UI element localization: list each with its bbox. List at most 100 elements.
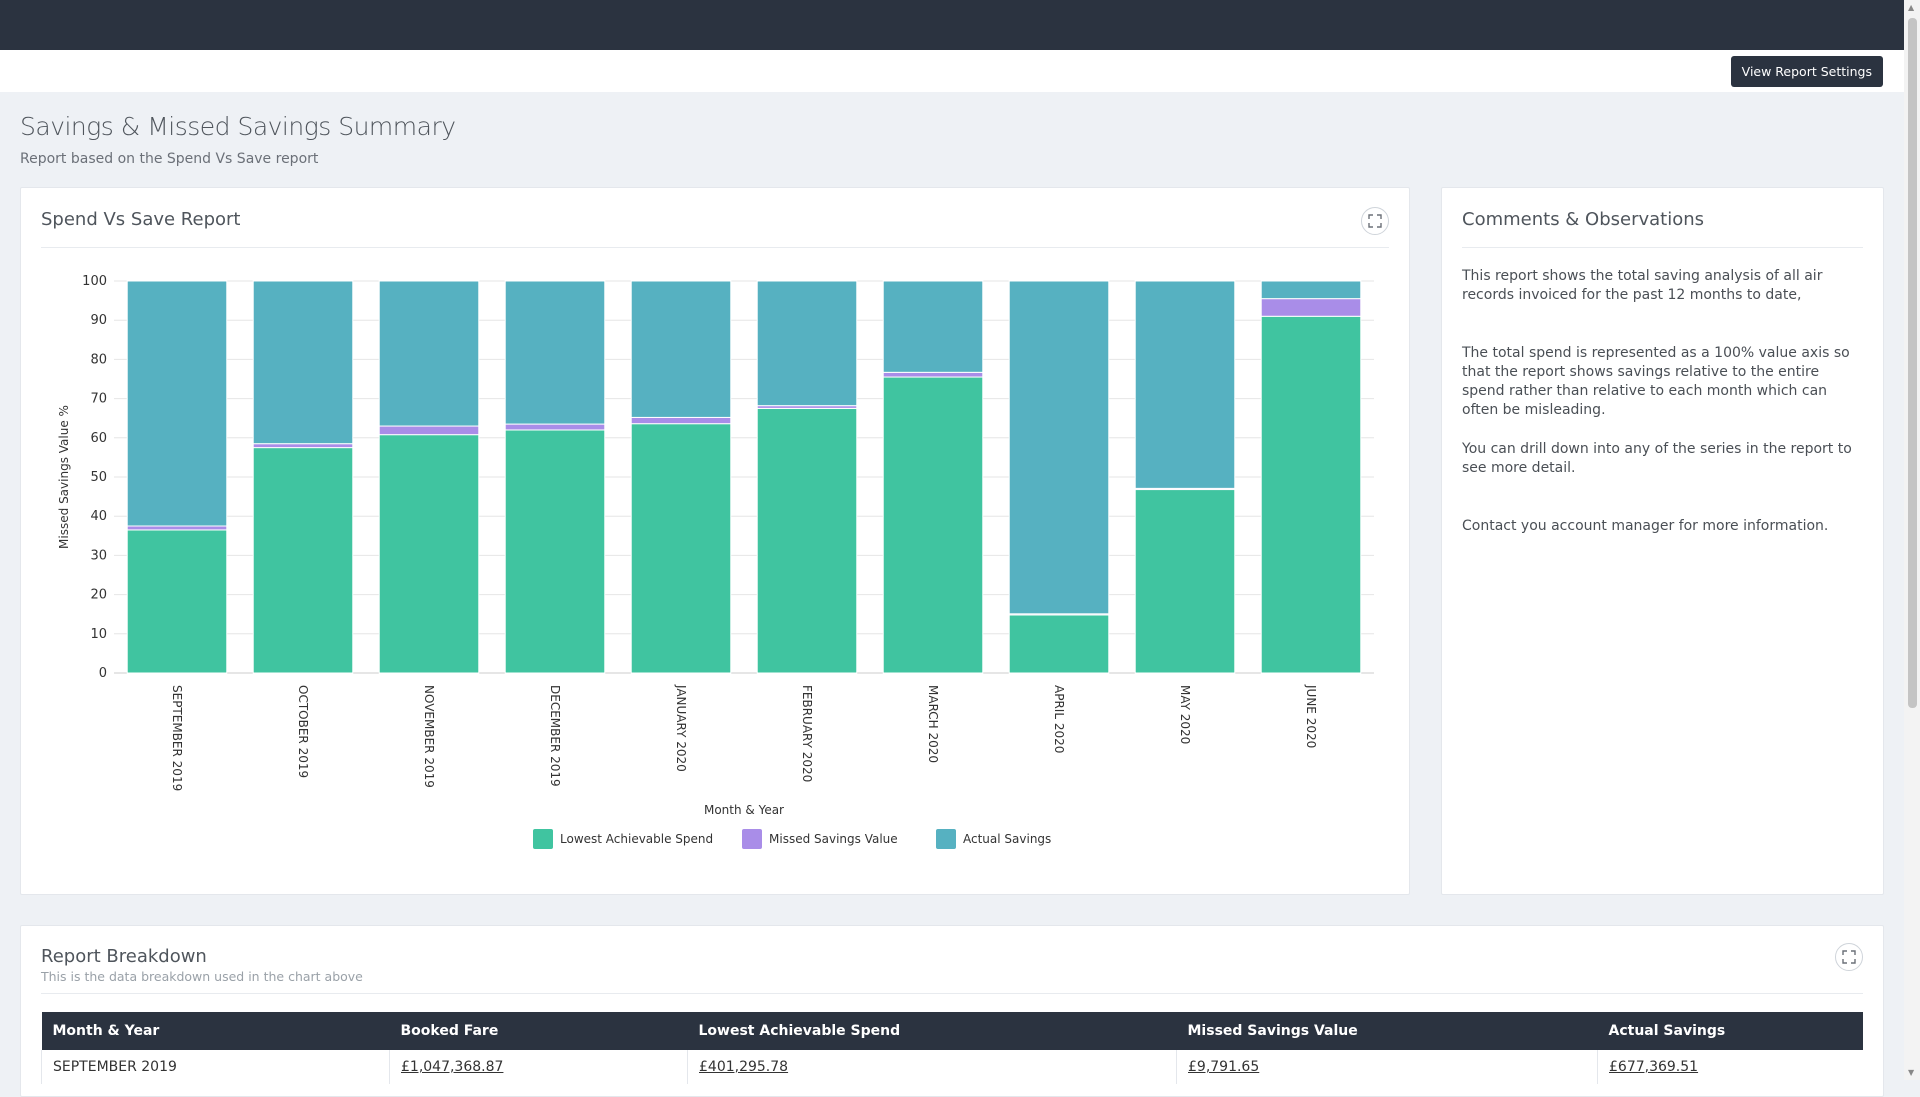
page-scrollbar[interactable]: ▲ ▼ <box>1904 0 1920 1080</box>
table-cell: £1,047,368.87 <box>389 1050 688 1084</box>
y-axis-title: Missed Savings Value % <box>57 405 71 549</box>
column-header[interactable]: Actual Savings <box>1597 1012 1863 1050</box>
expand-icon <box>1368 214 1382 228</box>
y-tick-label: 20 <box>90 588 107 603</box>
legend-swatch[interactable] <box>533 829 553 849</box>
comments-card: Comments & Observations This report show… <box>1441 187 1884 895</box>
bar-segment[interactable] <box>126 525 228 531</box>
bar-segment[interactable] <box>1260 280 1362 300</box>
report-toolbar <box>0 50 1904 92</box>
bar-segment[interactable] <box>504 429 606 674</box>
y-tick-label: 50 <box>90 470 107 485</box>
table-header-row: Month & Year Booked Fare Lowest Achievab… <box>41 1012 1863 1050</box>
table-cell: £9,791.65 <box>1176 1050 1598 1084</box>
table-cell: SEPTEMBER 2019 <box>41 1050 390 1084</box>
table-row: SEPTEMBER 2019 £1,047,368.87 £401,295.78… <box>41 1050 1863 1084</box>
page-subtitle: Report based on the Spend Vs Save report <box>20 151 319 167</box>
bar-segment[interactable] <box>630 280 732 418</box>
chart-card-divider <box>41 247 1389 248</box>
breakdown-divider <box>41 993 1863 994</box>
bar-segment[interactable] <box>504 280 606 425</box>
report-breakdown-card: Report Breakdown This is the data breakd… <box>20 925 1884 1097</box>
y-tick-label: 10 <box>90 627 107 642</box>
y-tick-label: 90 <box>90 313 107 328</box>
x-category-label: FEBRUARY 2020 <box>800 685 814 782</box>
x-category-label: NOVEMBER 2019 <box>422 685 436 788</box>
column-header[interactable]: Missed Savings Value <box>1176 1012 1598 1050</box>
table-cell: £677,369.51 <box>1597 1050 1863 1084</box>
x-category-label: JUNE 2020 <box>1304 684 1318 748</box>
x-category-label: MARCH 2020 <box>926 685 940 763</box>
bar-segment[interactable] <box>378 425 480 436</box>
top-navbar <box>0 0 1920 50</box>
breakdown-table: Month & Year Booked Fare Lowest Achievab… <box>41 1012 1863 1084</box>
bar-segment[interactable] <box>630 423 732 674</box>
x-category-label: JANUARY 2020 <box>674 684 688 772</box>
y-tick-label: 70 <box>90 392 107 407</box>
x-category-label: MAY 2020 <box>1178 685 1192 744</box>
x-category-label: SEPTEMBER 2019 <box>170 685 184 791</box>
y-tick-label: 60 <box>90 431 107 446</box>
comment-paragraph: You can drill down into any of the serie… <box>1462 441 1852 476</box>
legend-swatch[interactable] <box>742 829 762 849</box>
bar-segment[interactable] <box>882 371 984 378</box>
x-axis-title: Month & Year <box>704 803 784 817</box>
comment-paragraph: Contact you account manager for more inf… <box>1462 518 1829 534</box>
column-header[interactable]: Booked Fare <box>389 1012 688 1050</box>
breakdown-subtitle: This is the data breakdown used in the c… <box>41 969 363 984</box>
legend-label[interactable]: Lowest Achievable Spend <box>560 832 713 846</box>
chart-expand-button[interactable] <box>1361 207 1389 235</box>
bar-segment[interactable] <box>1134 489 1236 674</box>
spend-vs-save-card: Spend Vs Save Report 0 10 20 30 40 50 60 70 80 90… <box>20 187 1410 895</box>
bar-segment[interactable] <box>126 529 228 674</box>
actual-savings-link[interactable]: £677,369.51 <box>1609 1059 1699 1075</box>
comment-paragraph: This report shows the total saving analy… <box>1462 268 1823 303</box>
breakdown-title: Report Breakdown <box>41 946 207 967</box>
y-tick-label: 40 <box>90 509 107 524</box>
bar-segment[interactable] <box>630 416 732 425</box>
legend-label[interactable]: Actual Savings <box>963 832 1051 846</box>
bar-segment[interactable] <box>1008 614 1110 674</box>
bar-segment[interactable] <box>882 280 984 373</box>
bar-segment[interactable] <box>252 447 354 674</box>
scroll-up-arrow-icon[interactable]: ▲ <box>1908 3 1915 12</box>
bar-segment[interactable] <box>1134 280 1236 489</box>
scrollbar-thumb[interactable] <box>1908 18 1917 708</box>
bar-segment[interactable] <box>1260 315 1362 674</box>
y-tick-label: 30 <box>90 548 107 563</box>
bar-segment[interactable] <box>1260 298 1362 317</box>
legend-swatch[interactable] <box>936 829 956 849</box>
comment-paragraph: The total spend is represented as a 100%… <box>1462 345 1850 418</box>
comments-card-title: Comments & Observations <box>1462 209 1705 230</box>
y-tick-label: 0 <box>99 666 107 681</box>
bar-segment[interactable] <box>882 376 984 674</box>
scroll-down-arrow-icon[interactable]: ▼ <box>1908 1068 1915 1077</box>
bar-segment[interactable] <box>252 443 354 449</box>
column-header[interactable]: Lowest Achievable Spend <box>687 1012 1177 1050</box>
x-category-label: APRIL 2020 <box>1052 685 1066 753</box>
chart-card-title: Spend Vs Save Report <box>41 209 241 230</box>
view-report-settings-button[interactable]: View Report Settings <box>1730 56 1883 87</box>
bar-segment[interactable] <box>252 280 354 445</box>
expand-icon <box>1842 950 1856 964</box>
x-category-label: DECEMBER 2019 <box>548 685 562 787</box>
column-header[interactable]: Month & Year <box>41 1012 390 1050</box>
bar-segment[interactable] <box>504 423 606 431</box>
page-title: Savings & Missed Savings Summary <box>20 112 456 141</box>
bar-segment[interactable] <box>378 280 480 427</box>
spend-vs-save-chart[interactable]: 0 10 20 30 40 50 60 70 80 90 100 Missed Savings Val… <box>21 188 1409 894</box>
bar-segment[interactable] <box>378 434 480 674</box>
bar-segment[interactable] <box>126 280 228 527</box>
booked-fare-link[interactable]: £1,047,368.87 <box>401 1059 504 1075</box>
bar-segment[interactable] <box>756 407 858 674</box>
comments-card-divider <box>1462 247 1863 248</box>
lowest-spend-link[interactable]: £401,295.78 <box>699 1059 789 1075</box>
y-tick-label: 100 <box>82 274 107 289</box>
bar-segment[interactable] <box>756 280 858 407</box>
breakdown-expand-button[interactable] <box>1835 943 1863 971</box>
x-category-label: OCTOBER 2019 <box>296 685 310 778</box>
table-cell: £401,295.78 <box>687 1050 1177 1084</box>
bar-segment[interactable] <box>1008 280 1110 615</box>
missed-savings-link[interactable]: £9,791.65 <box>1188 1059 1260 1075</box>
legend-label[interactable]: Missed Savings Value <box>769 832 898 846</box>
